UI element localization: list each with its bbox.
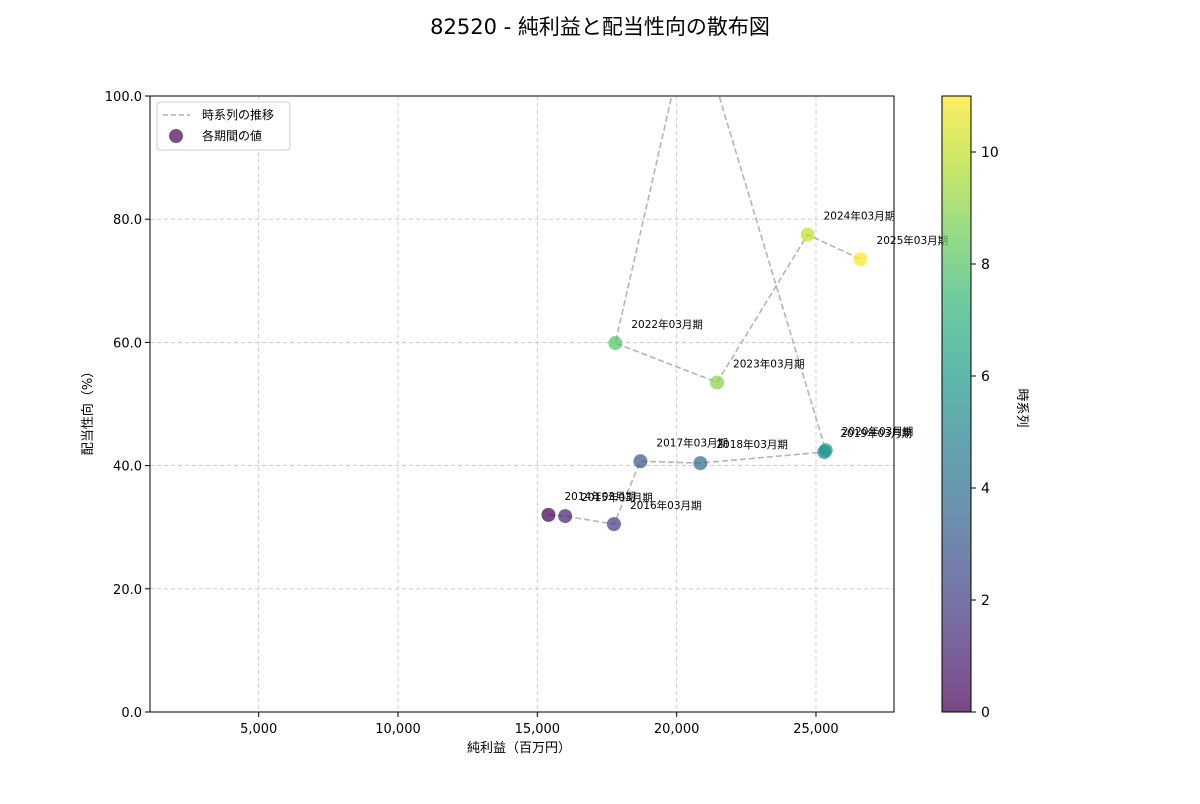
- colorbar-label: 時系列: [1014, 388, 1029, 427]
- data-point: [693, 456, 708, 471]
- colorbar-gradient: [941, 95, 972, 713]
- data-point: [633, 454, 648, 469]
- point-annotation: 2023年03月期: [733, 357, 805, 370]
- y-axis-ticks: 0.0 20.0 40.0 60.0 80.0 100.0: [105, 90, 150, 721]
- legend-entry-points: 各期間の値: [202, 128, 262, 143]
- data-point: [606, 517, 621, 532]
- y-tick-label: 80.0: [113, 213, 142, 228]
- point-annotation: 2016年03月期: [630, 499, 702, 512]
- y-tick-label: 40.0: [113, 460, 142, 475]
- x-tick-label: 5,000: [240, 722, 277, 737]
- colorbar-ticks: 0 2 4 6 8 10: [971, 145, 999, 721]
- data-point: [541, 507, 556, 522]
- data-point: [710, 375, 725, 390]
- point-annotation: 2024年03月期: [824, 210, 896, 223]
- data-point: [558, 509, 573, 524]
- y-tick-label: 20.0: [113, 583, 142, 598]
- legend-box: [156, 101, 291, 151]
- chart-title: 82520 - 純利益と配当性向の散布図: [430, 15, 770, 39]
- colorbar-tick-label: 4: [981, 481, 990, 497]
- colorbar-tick-label: 2: [981, 593, 990, 609]
- point-annotation: 2018年03月期: [716, 438, 788, 451]
- data-point: [608, 336, 623, 351]
- data-point: [818, 443, 833, 458]
- point-annotation: 2017年03月期: [656, 436, 728, 449]
- colorbar: 0 2 4 6 8 10 時系列: [941, 95, 1029, 721]
- y-axis-label: 配当性向（%）: [80, 365, 96, 455]
- x-axis-ticks: 5,000 10,000 15,000 20,000 25,000: [240, 712, 839, 737]
- plot-frame: [149, 95, 895, 713]
- point-annotation: 2020年03月期: [842, 425, 914, 438]
- point-annotation: 2025年03月期: [877, 234, 949, 247]
- x-tick-label: 15,000: [515, 722, 561, 737]
- y-tick-label: 60.0: [113, 336, 142, 351]
- legend: 時系列の推移 各期間の値: [156, 101, 291, 151]
- data-point: [853, 252, 868, 267]
- x-tick-label: 20,000: [654, 722, 700, 737]
- point-annotation: 2014年03月期: [564, 490, 636, 503]
- colorbar-tick-label: 8: [981, 257, 990, 273]
- point-annotation: 2022年03月期: [631, 318, 703, 331]
- point-annotation: 2015年03月期: [581, 491, 653, 504]
- legend-marker-swatch: [169, 129, 183, 143]
- colorbar-tick-label: 6: [981, 369, 990, 385]
- colorbar-tick-label: 0: [981, 705, 990, 721]
- y-tick-label: 0.0: [121, 706, 142, 721]
- y-tick-label: 100.0: [105, 90, 142, 105]
- colorbar-tick-label: 10: [981, 145, 999, 161]
- data-point: [800, 227, 815, 242]
- x-tick-label: 25,000: [793, 722, 839, 737]
- grid-lines: [150, 95, 894, 713]
- plot-series: [541, 96, 868, 532]
- legend-entry-trend: 時系列の推移: [202, 108, 274, 122]
- x-axis-label: 純利益（百万円）: [467, 741, 571, 756]
- x-tick-label: 10,000: [375, 722, 421, 737]
